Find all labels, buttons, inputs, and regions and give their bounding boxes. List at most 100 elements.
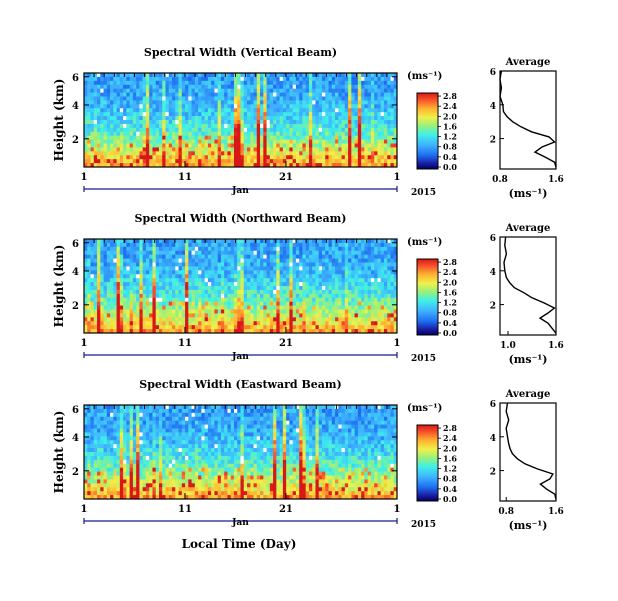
year-label: 2015 xyxy=(411,520,436,530)
colorbar-tick-label: 0.0 xyxy=(443,328,457,338)
colorbar-tick-label: 1.6 xyxy=(443,287,457,297)
colorbar-tick-label: 0.4 xyxy=(443,318,457,328)
y-tick-label: 2 xyxy=(72,467,79,478)
x-tick-label: 21 xyxy=(279,338,293,349)
heatmap-cells xyxy=(84,73,398,168)
average-y-tick-label: 2 xyxy=(490,302,496,312)
average-y-tick-label: 4 xyxy=(490,434,496,444)
x-tick-label: 11 xyxy=(178,338,192,349)
average-x-label: (ms⁻¹) xyxy=(509,353,548,366)
colorbar-tick-label: 2.4 xyxy=(443,101,457,111)
heatmap-cells xyxy=(84,405,398,500)
y-tick-label: 4 xyxy=(72,101,79,112)
average-profile-line xyxy=(505,402,557,500)
colorbar-unit: (ms⁻¹) xyxy=(407,237,442,248)
average-x-tick-label: 1.0 xyxy=(500,341,516,351)
colorbar-tick-label: 1.2 xyxy=(443,298,457,308)
month-label: Jan xyxy=(231,186,249,196)
y-axis-label: Height (km) xyxy=(52,79,66,162)
average-y-tick-label: 2 xyxy=(490,136,496,146)
colorbar-tick-label: 1.6 xyxy=(443,121,457,131)
average-x-tick-label: 0.8 xyxy=(498,507,514,517)
average-x-label: (ms⁻¹) xyxy=(509,519,548,532)
average-y-tick-label: 6 xyxy=(490,68,496,78)
colorbar-tick-label: 0.8 xyxy=(443,474,457,484)
average-y-tick-label: 4 xyxy=(490,268,496,278)
y-tick-label: 4 xyxy=(72,267,79,278)
y-tick-label: 4 xyxy=(72,433,79,444)
average-x-tick-label: 1.6 xyxy=(548,175,564,185)
average-y-tick-label: 4 xyxy=(490,102,496,112)
average-title: Average xyxy=(505,57,551,68)
panel-title: Spectral Width (Northward Beam) xyxy=(135,212,347,225)
y-tick-label: 2 xyxy=(72,301,79,312)
y-tick-label: 6 xyxy=(72,239,79,250)
year-label: 2015 xyxy=(411,188,436,198)
heatmap-cells xyxy=(84,239,398,334)
colorbar-tick-label: 0.4 xyxy=(443,484,457,494)
y-tick-label: 6 xyxy=(72,73,79,84)
x-tick-label: 1 xyxy=(394,504,401,515)
y-axis-label: Height (km) xyxy=(52,245,66,328)
average-x-tick-label: 1.6 xyxy=(548,507,564,517)
colorbar xyxy=(416,258,439,336)
x-tick-label: 1 xyxy=(394,338,401,349)
colorbar-tick-label: 0.0 xyxy=(443,494,457,504)
panel-title: Spectral Width (Vertical Beam) xyxy=(144,46,337,59)
colorbar-tick-label: 2.0 xyxy=(443,443,457,453)
colorbar-tick-label: 0.4 xyxy=(443,152,457,162)
colorbar-unit: (ms⁻¹) xyxy=(407,403,442,414)
x-tick-label: 21 xyxy=(279,504,293,515)
x-tick-label: 11 xyxy=(178,504,192,515)
average-x-label: (ms⁻¹) xyxy=(509,187,548,200)
x-tick-label: 1 xyxy=(394,172,401,183)
panel-2: Spectral Width (Northward Beam)1 11 21 1Jan… xyxy=(52,212,564,366)
average-y-tick-label: 6 xyxy=(490,234,496,244)
plot-frame xyxy=(83,238,398,334)
average-x-tick-label: 1.6 xyxy=(548,341,564,351)
plot-frame xyxy=(83,404,398,500)
colorbar-tick-label: 2.0 xyxy=(443,277,457,287)
colorbar-unit: (ms⁻¹) xyxy=(407,71,442,82)
colorbar-tick-label: 2.8 xyxy=(443,423,457,433)
x-tick-label: 11 xyxy=(178,172,192,183)
x-tick-label: 21 xyxy=(279,172,293,183)
average-frame xyxy=(499,402,557,502)
colorbar-tick-label: 2.8 xyxy=(443,257,457,267)
average-y-tick-label: 6 xyxy=(490,400,496,410)
plot-frame xyxy=(83,72,398,168)
average-frame xyxy=(499,70,557,170)
average-title: Average xyxy=(505,223,551,234)
x-tick-label: 1 xyxy=(81,338,88,349)
colorbar-tick-label: 1.6 xyxy=(443,453,457,463)
x-tick-label: 1 xyxy=(81,504,88,515)
average-y-tick-label: 2 xyxy=(490,468,496,478)
colorbar-tick-label: 1.2 xyxy=(443,132,457,142)
colorbar-tick-label: 2.0 xyxy=(443,111,457,121)
average-x-tick-label: 0.8 xyxy=(492,175,508,185)
colorbar-tick-label: 1.2 xyxy=(443,464,457,474)
colorbar xyxy=(416,92,439,170)
month-label: Jan xyxy=(231,352,249,362)
y-axis-label: Height (km) xyxy=(52,411,66,494)
colorbar xyxy=(416,424,439,502)
average-profile-line xyxy=(503,236,557,334)
colorbar-tick-label: 0.8 xyxy=(443,142,457,152)
colorbar-tick-label: 0.0 xyxy=(443,162,457,172)
x-tick-label: 1 xyxy=(81,172,88,183)
month-label: Jan xyxy=(231,518,249,528)
average-frame xyxy=(499,236,557,336)
colorbar-tick-label: 2.8 xyxy=(443,91,457,101)
year-label: 2015 xyxy=(411,354,436,364)
footer-xlabel: Local Time (Day) xyxy=(182,537,297,551)
colorbar-tick-label: 0.8 xyxy=(443,308,457,318)
panel-title: Spectral Width (Eastward Beam) xyxy=(139,378,341,391)
colorbar-tick-label: 2.4 xyxy=(443,267,457,277)
average-title: Average xyxy=(505,389,551,400)
average-profile-line xyxy=(499,70,557,168)
colorbar-tick-label: 2.4 xyxy=(443,433,457,443)
y-tick-label: 2 xyxy=(72,135,79,146)
